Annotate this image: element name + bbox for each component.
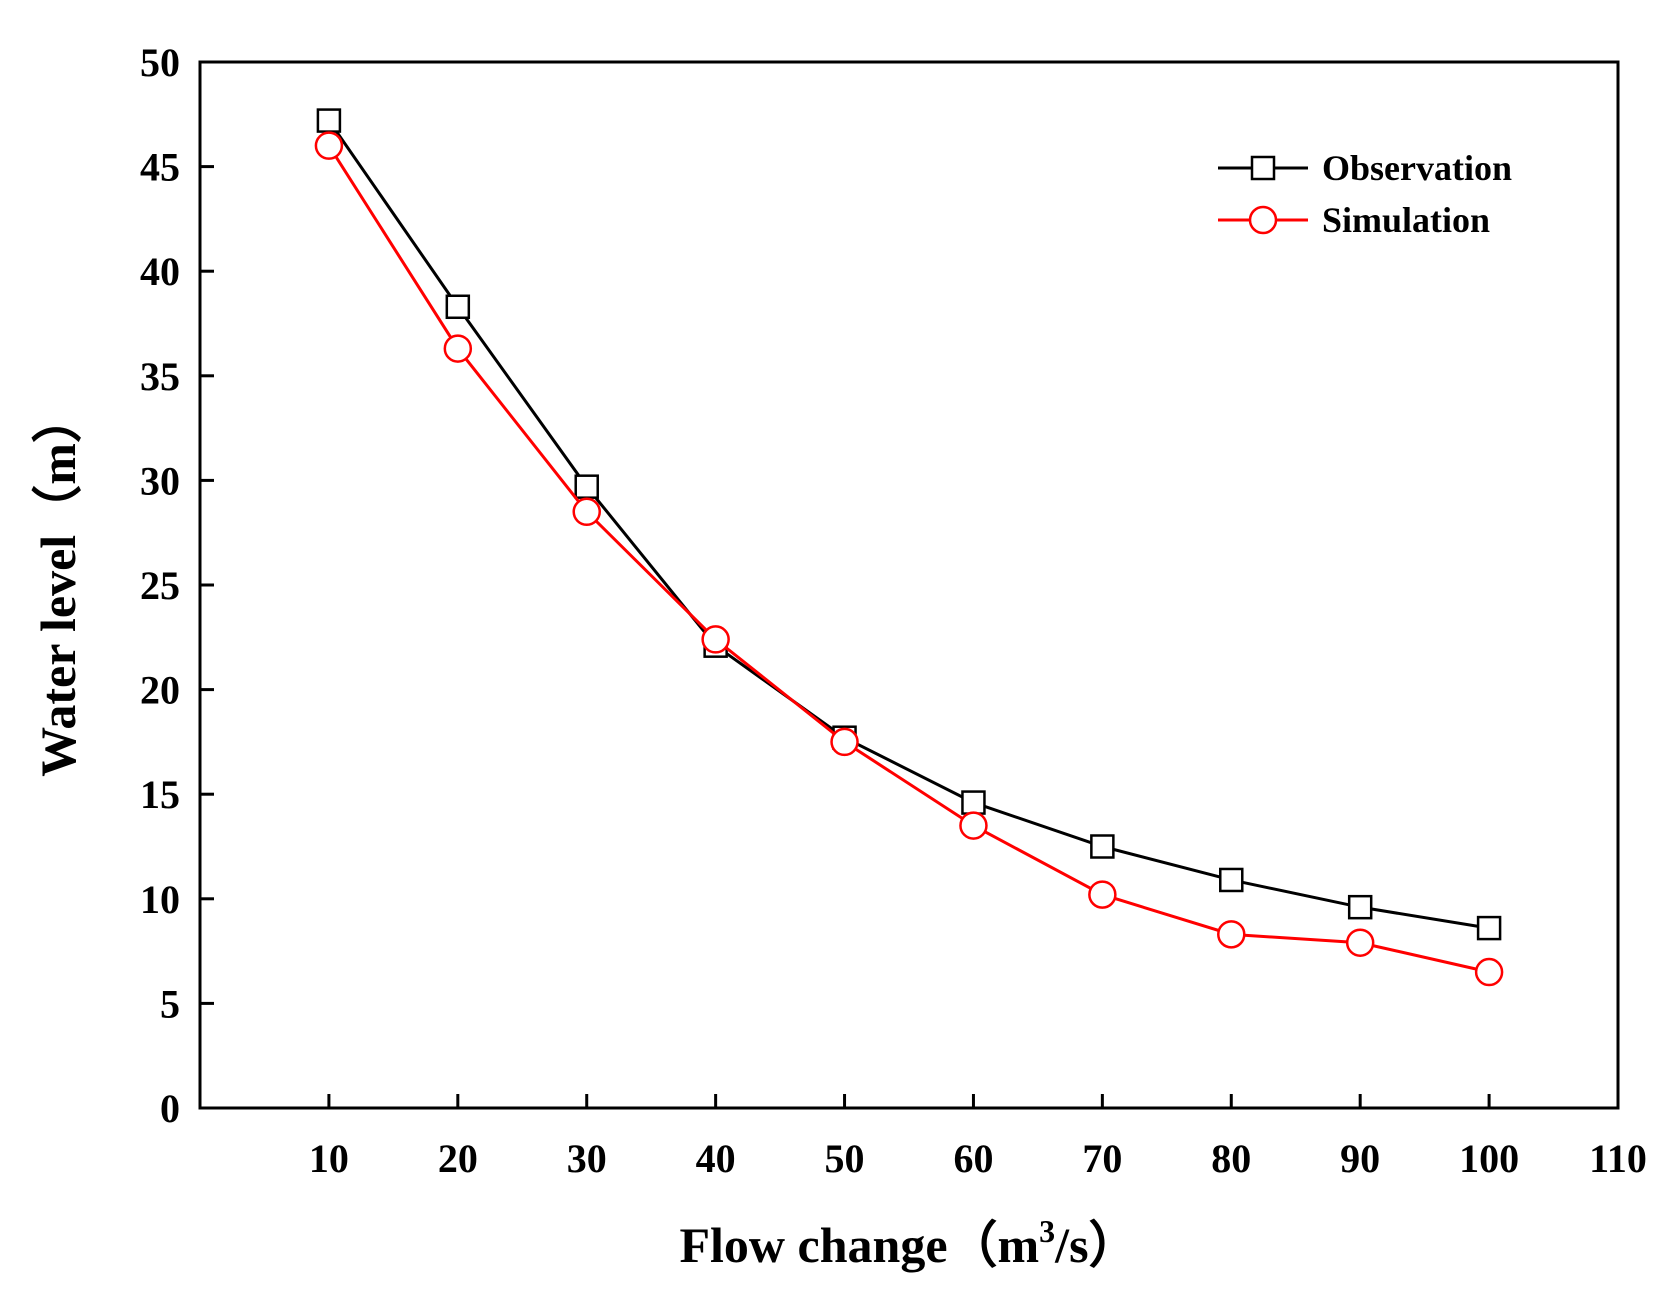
- x-axis-title-tail: /s）: [1054, 1217, 1138, 1273]
- y-tick-label: 30: [140, 458, 180, 503]
- y-tick-label: 25: [140, 563, 180, 608]
- data-point-simulation: [1217, 920, 1246, 949]
- x-tick-label: 80: [1211, 1136, 1251, 1181]
- data-point-observation: [445, 294, 471, 320]
- data-point-simulation: [443, 334, 473, 363]
- y-tick-label: 5: [160, 981, 180, 1026]
- series-simulation: [314, 131, 1504, 987]
- series-layer: [314, 108, 1504, 987]
- data-point-simulation: [314, 131, 344, 160]
- y-tick-label: 40: [140, 249, 180, 294]
- x-tick-label: 60: [953, 1136, 993, 1181]
- x-axis-title-main: Flow change（m: [679, 1217, 1039, 1273]
- x-tick-label: 30: [567, 1136, 607, 1181]
- data-point-observation: [1476, 915, 1502, 941]
- x-tick-label: 40: [696, 1136, 736, 1181]
- data-point-observation: [961, 790, 986, 815]
- legend-label-observation: Observation: [1322, 148, 1512, 188]
- data-point-simulation: [1088, 880, 1117, 909]
- y-tick-label: 20: [140, 668, 180, 713]
- data-point-observation: [1219, 867, 1244, 893]
- x-axis-title: Flow change（m3/s）: [679, 1213, 1138, 1273]
- x-tick-label: 20: [438, 1136, 478, 1181]
- y-axis-title: Water level（m）: [30, 393, 86, 777]
- x-tick-label: 90: [1340, 1136, 1380, 1181]
- ticks-layer: 10 20 30 40 50 60 70 80 90 100 110 0 5 10 15 20 25 30 35 40…: [140, 40, 1647, 1181]
- x-tick-label: 100: [1459, 1136, 1519, 1181]
- data-point-observation: [574, 474, 599, 499]
- y-tick-label: 0: [160, 1086, 180, 1131]
- data-point-simulation: [1345, 928, 1375, 957]
- y-tick-label: 50: [140, 40, 180, 85]
- series-line-simulation: [327, 144, 1490, 974]
- x-tick-label: 110: [1589, 1136, 1647, 1181]
- data-point-simulation: [959, 811, 988, 840]
- y-tick-label: 15: [140, 772, 180, 817]
- x-tick-label: 50: [825, 1136, 865, 1181]
- legend-marker-observation: [1250, 155, 1276, 181]
- series-line-observation: [327, 119, 1490, 930]
- data-point-observation: [1347, 894, 1373, 920]
- legend-marker-simulation: [1248, 205, 1278, 235]
- y-tick-label: 35: [140, 354, 180, 399]
- data-point-simulation: [701, 625, 730, 654]
- y-tick-label: 10: [140, 877, 180, 922]
- x-tick-label: 70: [1082, 1136, 1122, 1181]
- y-tick-label: 45: [140, 145, 180, 190]
- legend-label-simulation: Simulation: [1322, 200, 1490, 240]
- data-point-simulation: [572, 497, 601, 527]
- data-point-simulation: [830, 727, 859, 757]
- data-point-observation: [316, 108, 342, 133]
- data-point-observation: [1090, 834, 1115, 859]
- x-axis-title-superscript: 3: [1039, 1213, 1055, 1249]
- legend: Observation Simulation: [1218, 148, 1512, 240]
- x-tick-label: 10: [309, 1136, 349, 1181]
- data-point-simulation: [1474, 957, 1504, 987]
